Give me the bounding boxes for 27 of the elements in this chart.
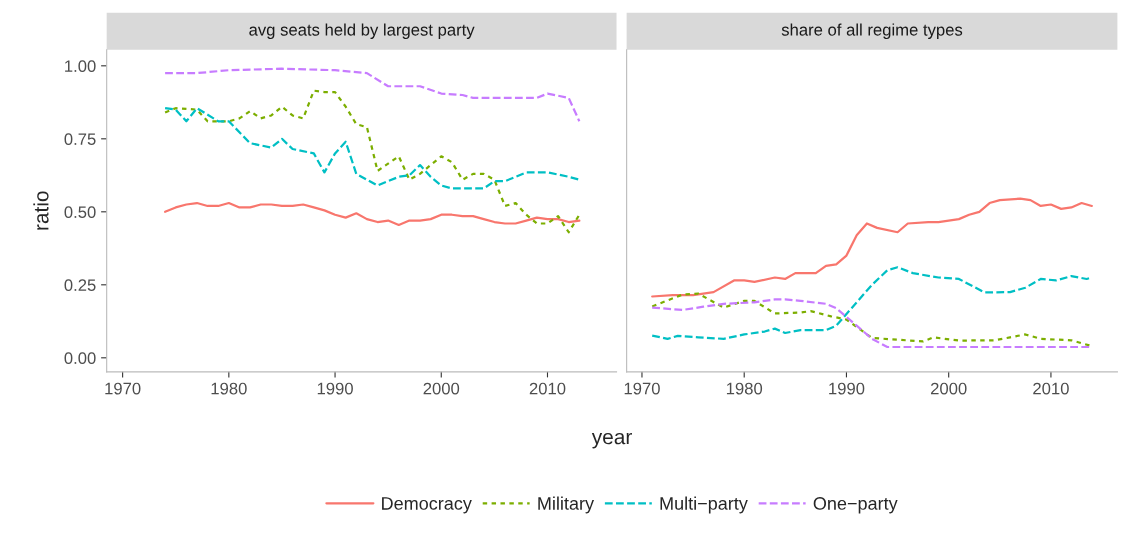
legend-label: Military <box>538 496 595 514</box>
line-series <box>163 89 581 234</box>
chart-title: share of all regime types <box>781 23 963 39</box>
y-axis-title: ratio <box>33 191 49 230</box>
x-tick-label: 1970 <box>624 382 660 395</box>
x-tick-label: 2010 <box>529 382 566 395</box>
x-tick-label: 2010 <box>1033 382 1069 395</box>
x-tick-label: 1970 <box>105 382 141 395</box>
x-tick-label: 1980 <box>726 382 763 395</box>
x-tick-label: 1990 <box>317 382 353 395</box>
line-series <box>163 201 581 227</box>
y-tick-label: 0.75 <box>64 133 96 146</box>
y-tick-label: 0.25 <box>64 279 96 292</box>
x-tick-label: 1980 <box>211 382 247 395</box>
legend-label: Democracy <box>382 497 472 514</box>
y-tick-label: 0.50 <box>64 206 96 219</box>
x-tick-label: 2000 <box>930 382 967 395</box>
x-tick-label: 2000 <box>423 382 460 395</box>
x-tick-label: 1990 <box>829 382 865 395</box>
x-axis-title: year <box>591 432 632 449</box>
legend-label: One−party <box>813 497 898 514</box>
legend-label: Multi−party <box>660 496 748 514</box>
y-tick-label: 1.00 <box>65 60 96 73</box>
line-series <box>163 67 581 123</box>
chart-title: avg seats held by largest party <box>249 23 475 39</box>
y-tick-label: 0.00 <box>64 352 96 365</box>
line-series <box>163 107 581 190</box>
